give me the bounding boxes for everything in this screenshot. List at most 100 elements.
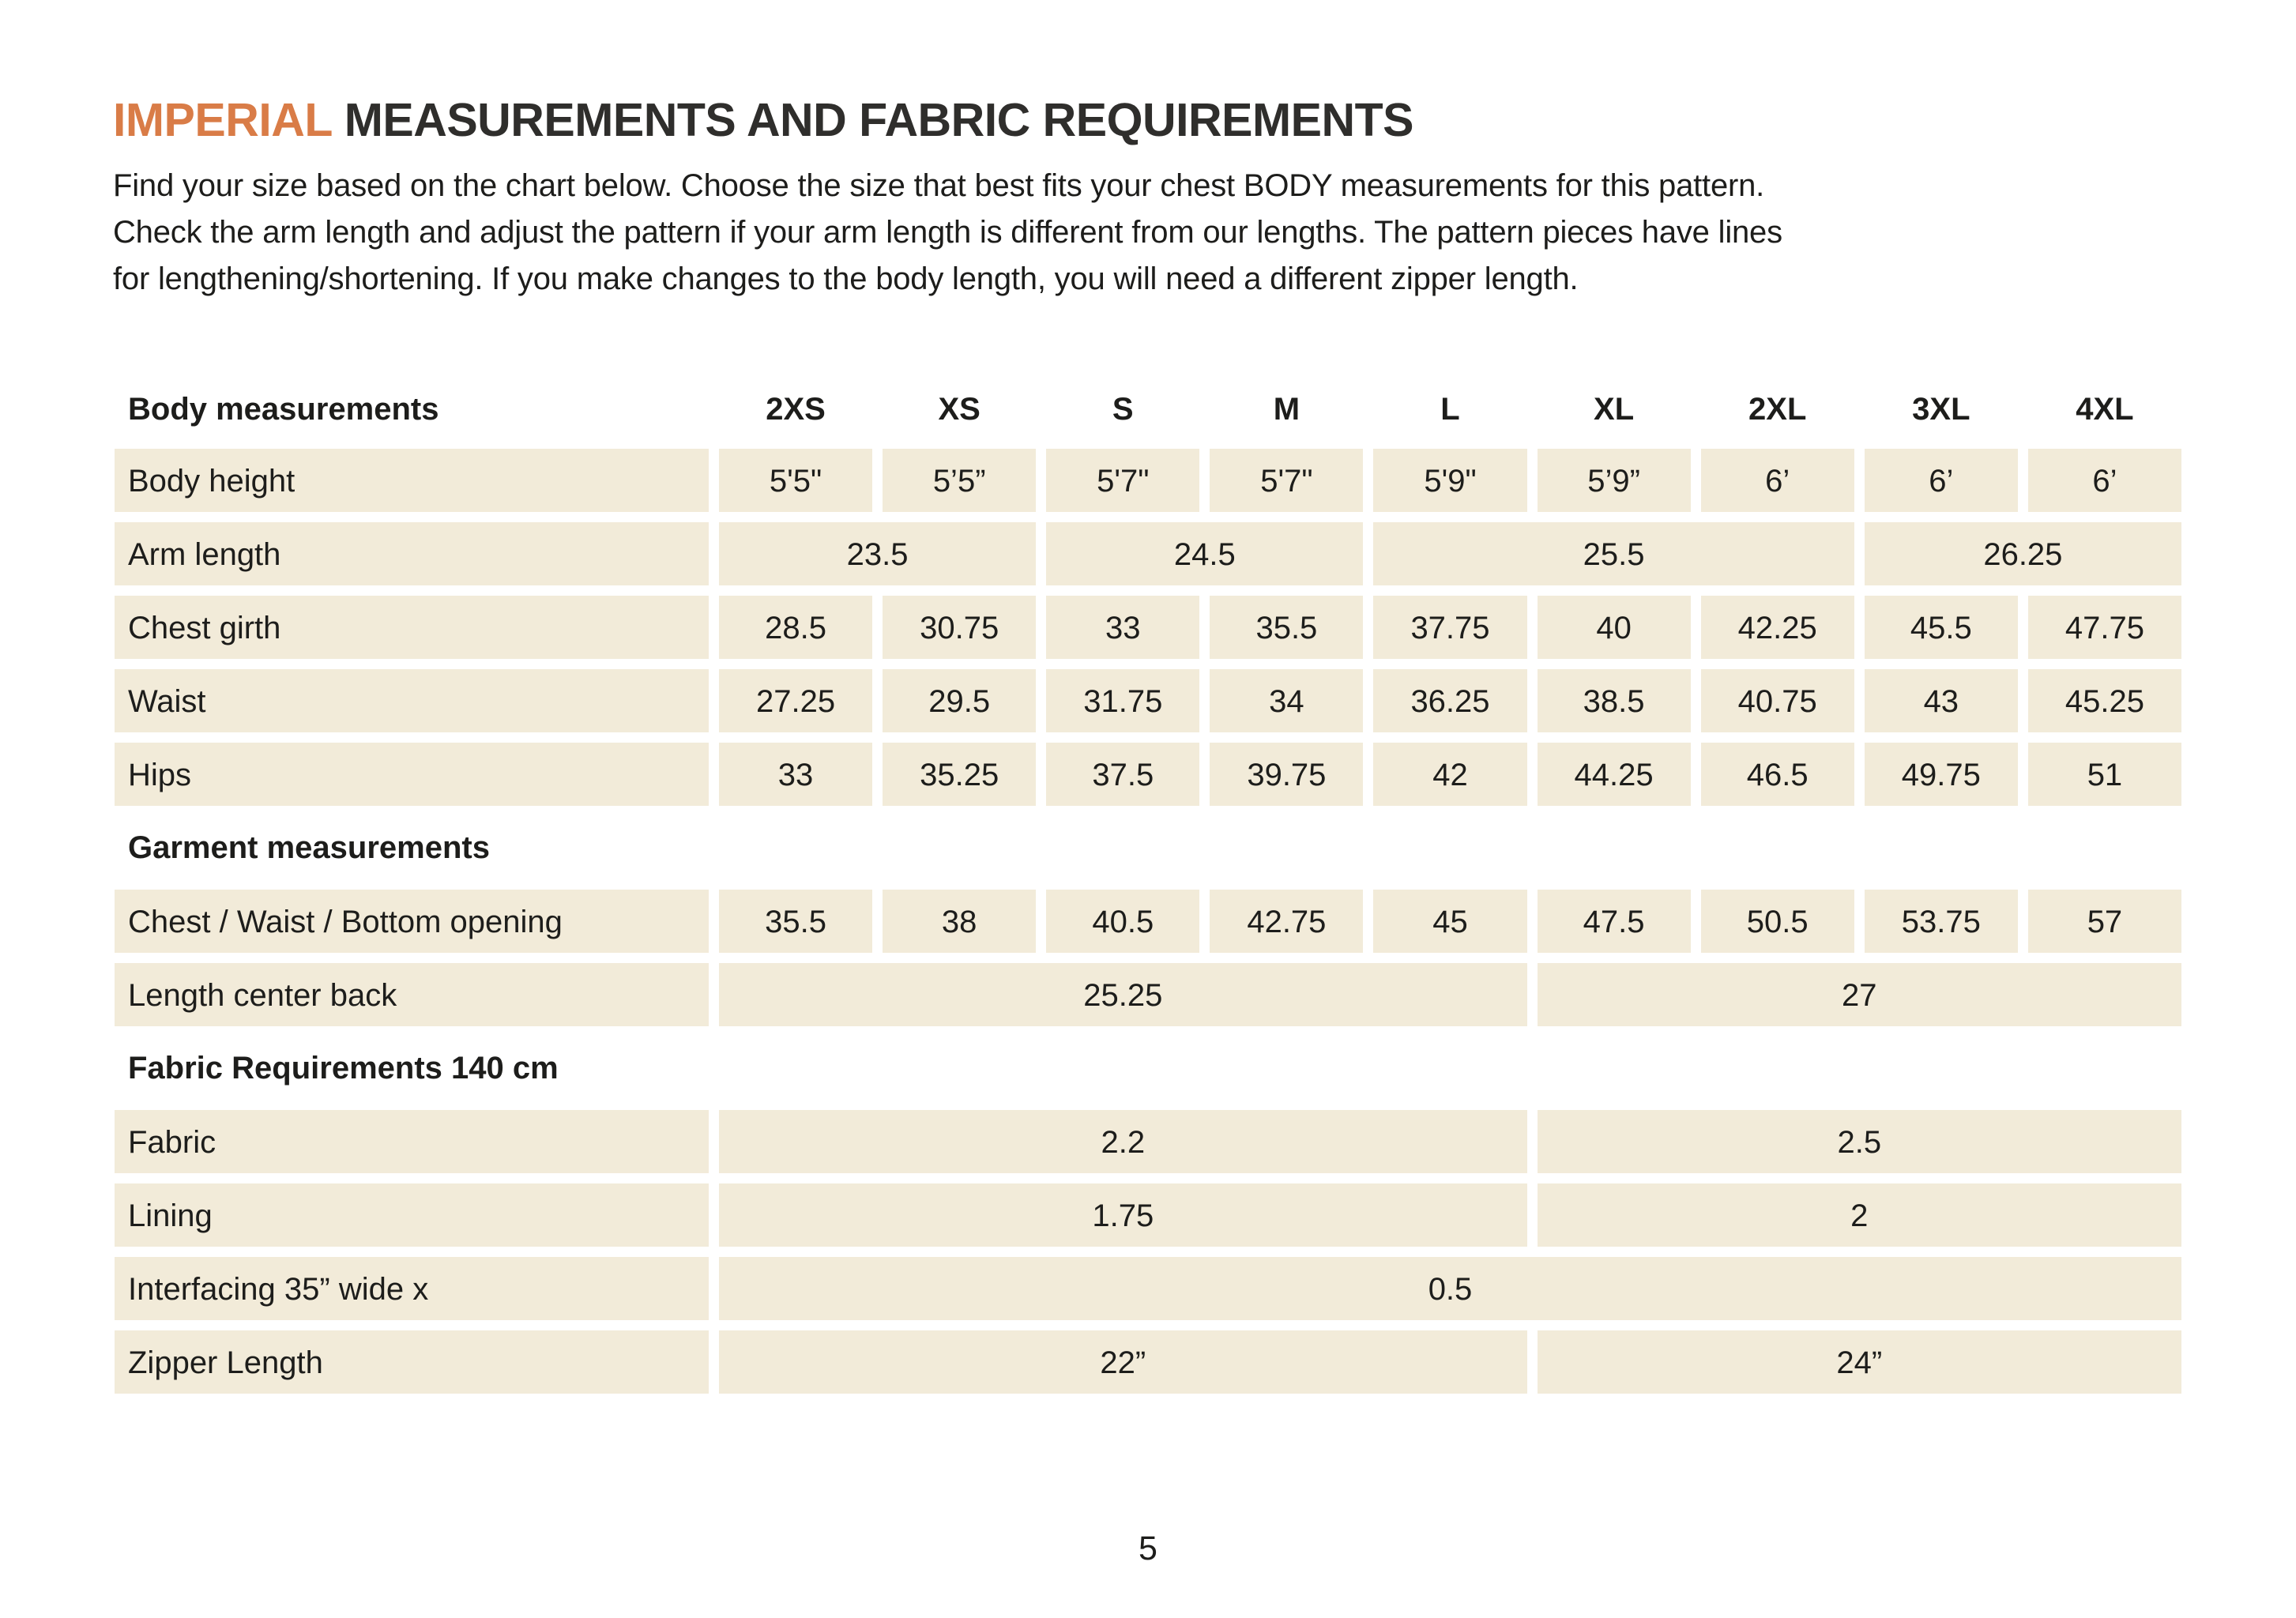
size-value-cell: 42: [1373, 743, 1527, 806]
row-label: Hips: [115, 743, 709, 806]
section-heading: Fabric Requirements 140 cm: [128, 1050, 559, 1086]
column-header-label: Body measurements: [128, 391, 439, 427]
size-value-cell: 1.75: [719, 1183, 1527, 1247]
title-rest: MEASUREMENTS AND FABRIC REQUIREMENTS: [331, 94, 1414, 146]
table-row: Arm length 23.5 24.5 25.5 26.25: [115, 522, 2181, 585]
table-row: Interfacing 35” wide x 0.5: [115, 1257, 2181, 1320]
size-value-cell: 35.5: [1210, 596, 1364, 659]
page-title: IMPERIAL MEASUREMENTS AND FABRIC REQUIRE…: [113, 93, 1413, 147]
row-label: Zipper Length: [115, 1330, 709, 1394]
size-value-cell: 49.75: [1864, 743, 2018, 806]
intro-line-2: Check the arm length and adjust the patt…: [113, 215, 1782, 250]
size-value-cell: 53.75: [1864, 890, 2018, 953]
table-row: Zipper Length 22” 24”: [115, 1330, 2181, 1394]
column-header-size: L: [1440, 391, 1460, 427]
intro-line-1: Find your size based on the chart below.…: [113, 168, 1765, 203]
size-value-cell: 6’: [1864, 449, 2018, 512]
size-value-cell: 42.25: [1700, 596, 1854, 659]
size-value-cell: 34: [1210, 669, 1364, 732]
table-header-row: Body measurements 2XS XS S M L XL 2XL 3XL 4XL: [115, 378, 2181, 438]
size-value-cell: 33: [1046, 596, 1200, 659]
intro-line-3: for lengthening/shortening. If you make …: [113, 262, 1579, 296]
column-header-size: 2XL: [1748, 391, 1807, 427]
row-label: Length center back: [115, 963, 709, 1026]
size-value-cell: 5'7": [1046, 449, 1200, 512]
size-value-cell: 47.5: [1537, 890, 1691, 953]
size-value-cell: 42.75: [1210, 890, 1364, 953]
table-row: Hips 33 35.25 37.5 39.75 42 44.25 46.5 49.75 51: [115, 743, 2181, 806]
size-value-cell: 38.5: [1537, 669, 1691, 732]
intro-paragraph: Find your size based on the chart below.…: [113, 163, 1782, 303]
table-row: Chest / Waist / Bottom opening 35.5 38 40.5…: [115, 890, 2181, 953]
size-value-cell: 28.5: [719, 596, 873, 659]
size-value-cell: 46.5: [1700, 743, 1854, 806]
size-value-cell: 35.5: [719, 890, 873, 953]
row-label: Chest / Waist / Bottom opening: [115, 890, 709, 953]
size-value-cell: 22”: [719, 1330, 1527, 1394]
size-value-cell: 45: [1373, 890, 1527, 953]
size-value-cell: 45.5: [1864, 596, 2018, 659]
column-header-size: S: [1112, 391, 1134, 427]
size-value-cell: 5'7": [1210, 449, 1364, 512]
column-header-size: 2XS: [766, 391, 826, 427]
row-label: Waist: [115, 669, 709, 732]
column-header-size: XL: [1594, 391, 1635, 427]
size-value-cell: 50.5: [1700, 890, 1854, 953]
size-value-cell: 30.75: [883, 596, 1037, 659]
size-value-cell: 40: [1537, 596, 1691, 659]
row-label: Chest girth: [115, 596, 709, 659]
column-header-size: 4XL: [2076, 391, 2134, 427]
size-value-cell: 40.5: [1046, 890, 1200, 953]
table-row: Chest girth 28.5 30.75 33 35.5 37.75 40 42.25 45…: [115, 596, 2181, 659]
size-value-cell: 6’: [1700, 449, 1854, 512]
size-value-cell: 5'9": [1373, 449, 1527, 512]
size-value-cell: 47.75: [2027, 596, 2181, 659]
table-row: Lining 1.75 2: [115, 1183, 2181, 1247]
size-value-cell: 39.75: [1210, 743, 1364, 806]
size-value-cell: 5’5”: [883, 449, 1037, 512]
page-number: 5: [1139, 1530, 1157, 1567]
table-row: Length center back 25.25 27: [115, 963, 2181, 1026]
size-value-cell: 31.75: [1046, 669, 1200, 732]
column-header-size: XS: [938, 391, 981, 427]
size-value-cell: 35.25: [883, 743, 1037, 806]
row-label: Lining: [115, 1183, 709, 1247]
size-value-cell: 5'5": [719, 449, 873, 512]
size-chart-table: Body measurements 2XS XS S M L XL 2XL 3XL 4XL Body…: [115, 378, 2181, 1404]
size-value-cell: 2: [1537, 1183, 2181, 1247]
size-value-cell: 23.5: [719, 522, 1037, 585]
column-header-size: M: [1273, 391, 1300, 427]
size-value-cell: 57: [2027, 890, 2181, 953]
row-label: Fabric: [115, 1110, 709, 1173]
size-value-cell: 25.25: [719, 963, 1527, 1026]
size-value-cell: 24”: [1537, 1330, 2181, 1394]
size-value-cell: 5’9”: [1537, 449, 1691, 512]
size-value-cell: 27: [1537, 963, 2181, 1026]
size-value-cell: 6’: [2027, 449, 2181, 512]
size-value-cell: 33: [719, 743, 873, 806]
table-row: Body height 5'5" 5’5” 5'7" 5'7" 5'9" 5’9” 6’ 6’ 6…: [115, 449, 2181, 512]
size-value-cell: 43: [1864, 669, 2018, 732]
size-value-cell: 24.5: [1046, 522, 1364, 585]
row-label: Interfacing 35” wide x: [115, 1257, 709, 1320]
size-value-cell: 27.25: [719, 669, 873, 732]
size-value-cell: 2.2: [719, 1110, 1527, 1173]
size-value-cell: 44.25: [1537, 743, 1691, 806]
column-header-size: 3XL: [1912, 391, 1970, 427]
title-measure-system: IMPERIAL: [113, 94, 332, 146]
table-row: Fabric 2.2 2.5: [115, 1110, 2181, 1173]
size-value-cell: 51: [2027, 743, 2181, 806]
size-value-cell: 37.5: [1046, 743, 1200, 806]
size-value-cell: 25.5: [1373, 522, 1854, 585]
size-value-cell: 0.5: [719, 1257, 2181, 1320]
size-value-cell: 40.75: [1700, 669, 1854, 732]
row-label: Arm length: [115, 522, 709, 585]
row-label: Body height: [115, 449, 709, 512]
section-heading: Garment measurements: [128, 830, 490, 865]
size-value-cell: 2.5: [1537, 1110, 2181, 1173]
size-value-cell: 37.75: [1373, 596, 1527, 659]
size-value-cell: 45.25: [2027, 669, 2181, 732]
size-value-cell: 29.5: [883, 669, 1037, 732]
size-value-cell: 26.25: [1864, 522, 2181, 585]
